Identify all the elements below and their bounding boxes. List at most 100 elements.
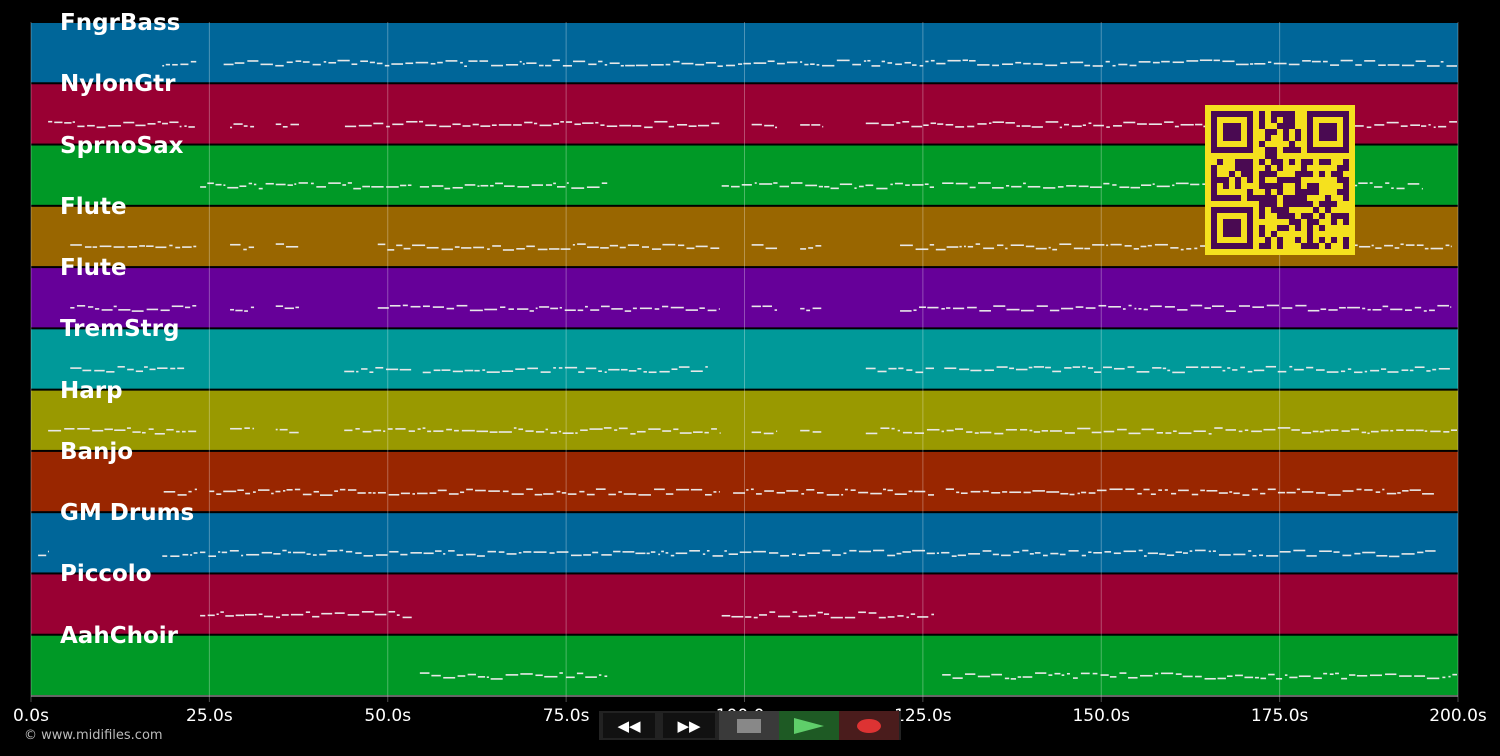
note	[1313, 677, 1322, 680]
note	[739, 551, 752, 554]
note	[822, 125, 824, 128]
note	[419, 672, 430, 674]
note	[182, 553, 189, 556]
note	[342, 184, 347, 186]
note	[417, 428, 421, 430]
note	[1396, 187, 1405, 190]
note	[460, 61, 463, 64]
note	[418, 120, 424, 123]
note	[1015, 61, 1022, 64]
note	[101, 309, 113, 311]
note	[1035, 247, 1047, 250]
fast-forward-button[interactable]: ▶▶	[659, 711, 719, 740]
note	[1155, 672, 1159, 675]
track-lane	[31, 268, 1458, 328]
note	[1084, 247, 1091, 250]
note	[1302, 60, 1311, 62]
note	[498, 431, 512, 433]
note	[831, 554, 841, 556]
note	[1367, 308, 1371, 311]
note	[123, 121, 135, 124]
note	[1075, 306, 1084, 308]
note	[1263, 428, 1276, 431]
note	[870, 492, 882, 495]
note	[997, 244, 1004, 247]
note	[1123, 121, 1136, 124]
note	[441, 248, 453, 251]
note	[1281, 307, 1293, 309]
note	[386, 125, 390, 128]
note	[1450, 245, 1452, 248]
note	[334, 612, 345, 614]
rewind-button[interactable]: ◀◀	[599, 711, 659, 740]
note	[688, 125, 697, 127]
record-button[interactable]	[839, 711, 899, 740]
note	[488, 490, 500, 492]
note	[1370, 430, 1379, 433]
note	[207, 614, 215, 617]
note	[220, 611, 224, 613]
note	[941, 551, 950, 554]
note	[946, 307, 951, 309]
note	[977, 64, 990, 66]
note	[506, 553, 517, 555]
note	[275, 616, 281, 619]
note	[1426, 677, 1440, 680]
note	[1430, 247, 1444, 250]
note	[328, 182, 341, 184]
note	[1064, 367, 1072, 369]
note	[377, 491, 386, 494]
note	[321, 612, 333, 615]
note	[897, 429, 900, 432]
stop-button[interactable]	[719, 711, 779, 740]
note	[1088, 551, 1092, 553]
note	[641, 246, 649, 248]
note	[915, 371, 924, 374]
note	[1088, 122, 1092, 125]
note	[1289, 365, 1293, 368]
note	[1029, 553, 1034, 555]
note	[1015, 368, 1028, 371]
note	[654, 308, 660, 310]
note	[1072, 677, 1078, 679]
note	[1143, 488, 1150, 491]
note	[474, 369, 480, 372]
note	[146, 245, 154, 247]
note	[1273, 62, 1287, 65]
play-icon	[794, 717, 824, 734]
note	[741, 184, 752, 186]
note	[1080, 672, 1090, 675]
note	[295, 306, 299, 309]
note	[959, 245, 962, 248]
note	[598, 370, 602, 372]
note	[386, 186, 399, 188]
note	[114, 429, 126, 432]
note	[908, 490, 913, 493]
track-label: Harp	[60, 377, 123, 404]
note	[1375, 247, 1382, 249]
note	[1066, 185, 1077, 187]
note	[1180, 123, 1194, 126]
note	[108, 124, 121, 127]
note	[351, 63, 358, 66]
note	[881, 60, 886, 63]
note	[1401, 553, 1415, 555]
note	[1390, 308, 1403, 311]
note	[244, 310, 248, 312]
note	[915, 248, 929, 251]
note	[360, 60, 368, 63]
play-button[interactable]	[779, 711, 839, 740]
note	[154, 432, 165, 435]
note	[936, 62, 946, 65]
note	[1329, 673, 1334, 676]
note	[357, 492, 366, 494]
note	[387, 249, 395, 251]
note	[1199, 59, 1213, 62]
note	[1071, 125, 1082, 128]
note	[627, 244, 640, 246]
note	[830, 616, 843, 619]
note	[750, 488, 754, 491]
note	[498, 551, 505, 553]
note	[913, 309, 917, 312]
note	[1005, 428, 1017, 431]
